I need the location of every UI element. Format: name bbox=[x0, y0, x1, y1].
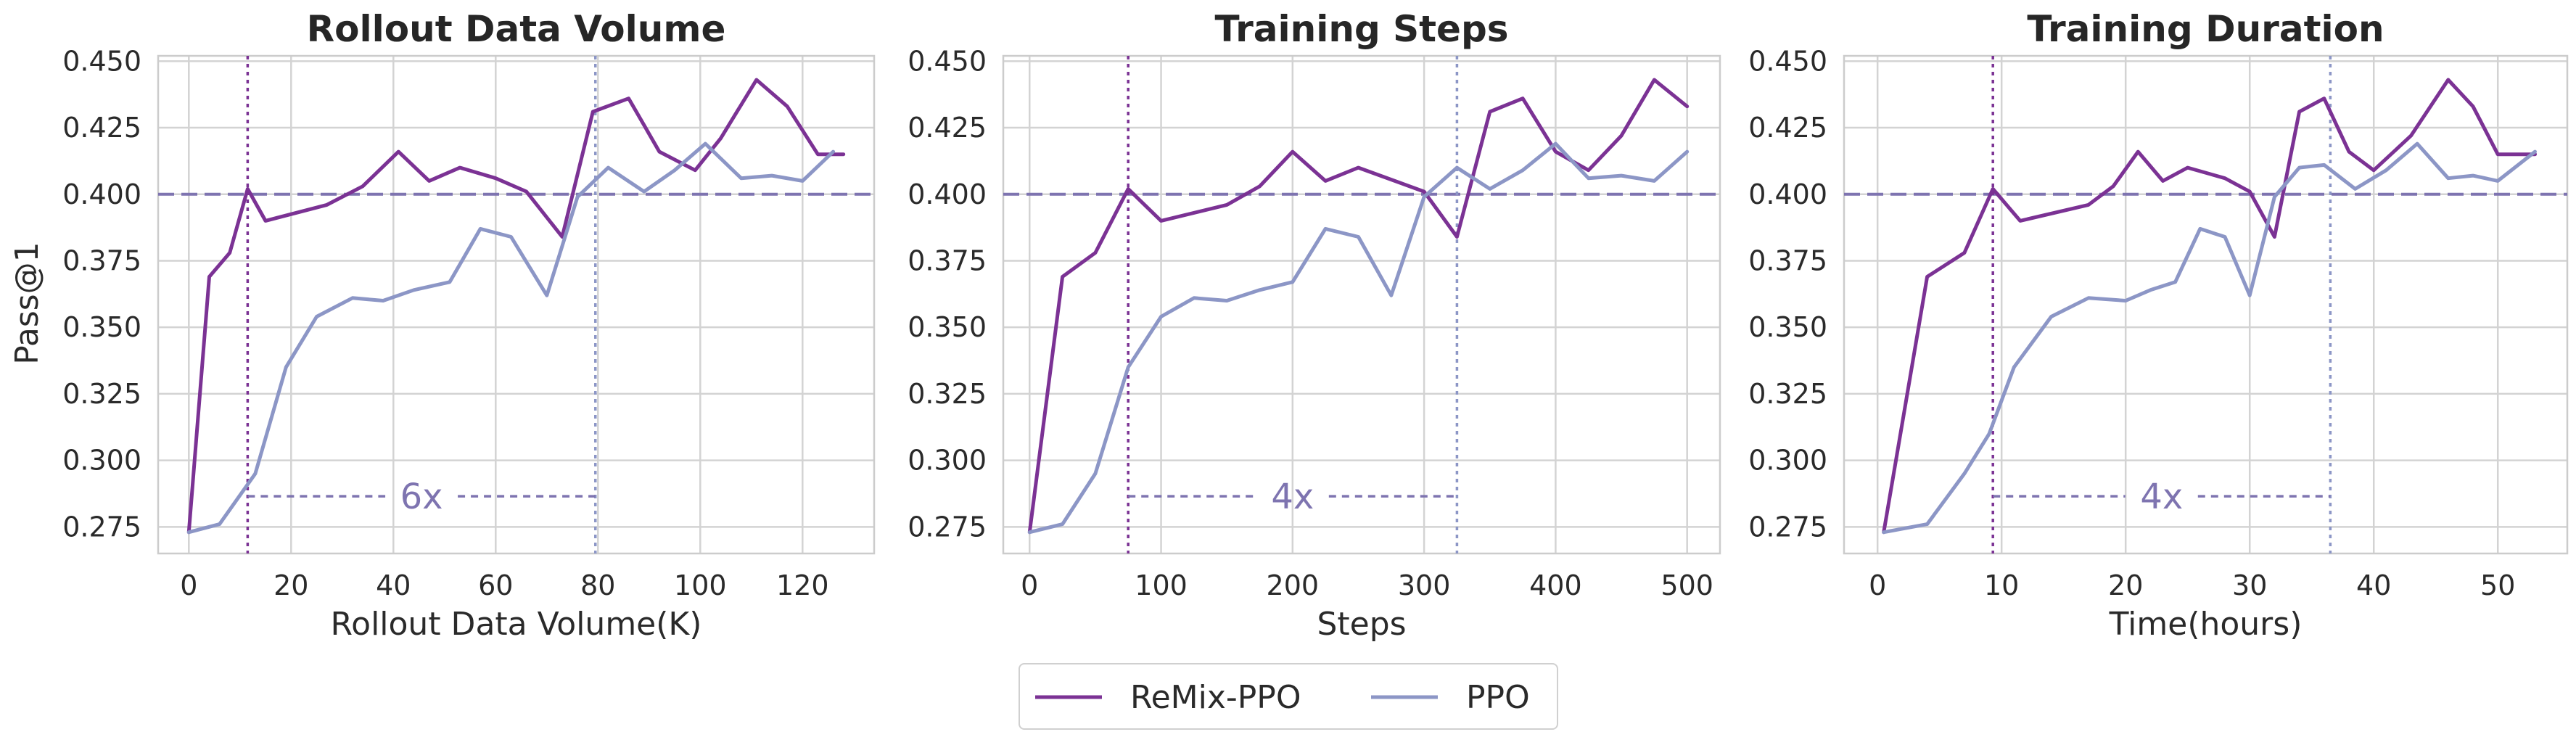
y-tick-label: 0.350 bbox=[62, 311, 141, 343]
plot-frame bbox=[1002, 54, 1721, 555]
y-tick-label: 0.375 bbox=[62, 244, 141, 276]
y-tick-label: 0.325 bbox=[908, 378, 987, 410]
series-line-remix-ppo bbox=[1882, 78, 2537, 535]
x-tick-label: 50 bbox=[2480, 569, 2515, 601]
y-tick-label: 0.300 bbox=[908, 445, 987, 477]
x-axis-label: Steps bbox=[1317, 606, 1406, 643]
x-axis-label: Time(hours) bbox=[2109, 606, 2303, 643]
y-tick-label: 0.400 bbox=[908, 178, 987, 210]
panel-rollout-data-volume: 6x 0 20 40 60 80 100 120 0.275 0.300 0.325 0.350 0.3… bbox=[62, 8, 876, 643]
y-tick-label: 0.400 bbox=[1748, 178, 1827, 210]
plot-frame bbox=[1843, 54, 2569, 555]
y-tick-label: 0.375 bbox=[1748, 244, 1827, 276]
speedup-label: 4x bbox=[1271, 477, 1314, 517]
series-line-remix-ppo bbox=[186, 78, 846, 535]
x-tick-label: 40 bbox=[376, 569, 411, 601]
panel-training-duration: 4x 0 10 20 30 40 50 0.275 0.300 0.325 0.350 0.375 0.… bbox=[1748, 8, 2569, 643]
legend-remix-ppo-label: ReMix-PPO bbox=[1130, 679, 1301, 716]
x-tick-label: 200 bbox=[1267, 569, 1320, 601]
x-tick-label: 500 bbox=[1661, 569, 1713, 601]
y-tick-label: 0.300 bbox=[62, 445, 141, 477]
panel-title: Training Duration bbox=[2027, 8, 2384, 50]
x-tick-label: 40 bbox=[2356, 569, 2391, 601]
legend-ppo-label: PPO bbox=[1466, 679, 1530, 716]
x-tick-label: 0 bbox=[180, 569, 197, 601]
x-tick-label: 100 bbox=[674, 569, 727, 601]
legend: ReMix-PPO PPO bbox=[1019, 663, 1558, 730]
series-line-remix-ppo bbox=[1027, 78, 1690, 535]
y-tick-label: 0.350 bbox=[1748, 311, 1827, 343]
x-tick-label: 120 bbox=[776, 569, 829, 601]
series-line-ppo bbox=[1882, 141, 2537, 535]
speedup-label: 4x bbox=[2140, 477, 2183, 517]
y-tick-label: 0.300 bbox=[1748, 445, 1827, 477]
series-line-ppo bbox=[1027, 141, 1690, 535]
y-tick-label: 0.350 bbox=[908, 311, 987, 343]
y-tick-label: 0.325 bbox=[62, 378, 141, 410]
y-tick-label: 0.325 bbox=[1748, 378, 1827, 410]
x-tick-label: 400 bbox=[1529, 569, 1582, 601]
x-axis-label: Rollout Data Volume(K) bbox=[331, 606, 702, 643]
y-tick-label: 0.275 bbox=[1748, 511, 1827, 543]
x-tick-label: 10 bbox=[1984, 569, 2019, 601]
y-tick-label: 0.425 bbox=[62, 112, 141, 144]
y-tick-label: 0.400 bbox=[62, 178, 141, 210]
x-tick-label: 300 bbox=[1398, 569, 1451, 601]
panel-title: Training Steps bbox=[1214, 8, 1508, 50]
speedup-label: 6x bbox=[400, 477, 443, 517]
y-tick-label: 0.275 bbox=[908, 511, 987, 543]
x-tick-label: 0 bbox=[1869, 569, 1886, 601]
x-tick-label: 60 bbox=[478, 569, 513, 601]
y-tick-label: 0.425 bbox=[908, 112, 987, 144]
plot-frame bbox=[157, 54, 876, 555]
x-tick-label: 30 bbox=[2232, 569, 2267, 601]
x-tick-label: 20 bbox=[2108, 569, 2143, 601]
y-tick-label: 0.450 bbox=[62, 45, 141, 77]
y-tick-label: 0.425 bbox=[1748, 112, 1827, 144]
x-tick-label: 20 bbox=[273, 569, 308, 601]
panel-title: Rollout Data Volume bbox=[307, 8, 726, 50]
y-tick-label: 0.450 bbox=[1748, 45, 1827, 77]
y-tick-label: 0.375 bbox=[908, 244, 987, 276]
series-line-ppo bbox=[186, 141, 836, 535]
panel-training-steps: 4x 0 100 200 300 400 500 0.275 0.300 0.325 0.350 0.… bbox=[908, 8, 1721, 643]
x-tick-label: 80 bbox=[580, 569, 615, 601]
y-tick-label: 0.450 bbox=[908, 45, 987, 77]
y-axis-label: Pass@1 bbox=[9, 242, 46, 364]
y-tick-label: 0.275 bbox=[62, 511, 141, 543]
x-tick-label: 100 bbox=[1135, 569, 1188, 601]
x-tick-label: 0 bbox=[1021, 569, 1038, 601]
legend-frame bbox=[1019, 663, 1558, 730]
